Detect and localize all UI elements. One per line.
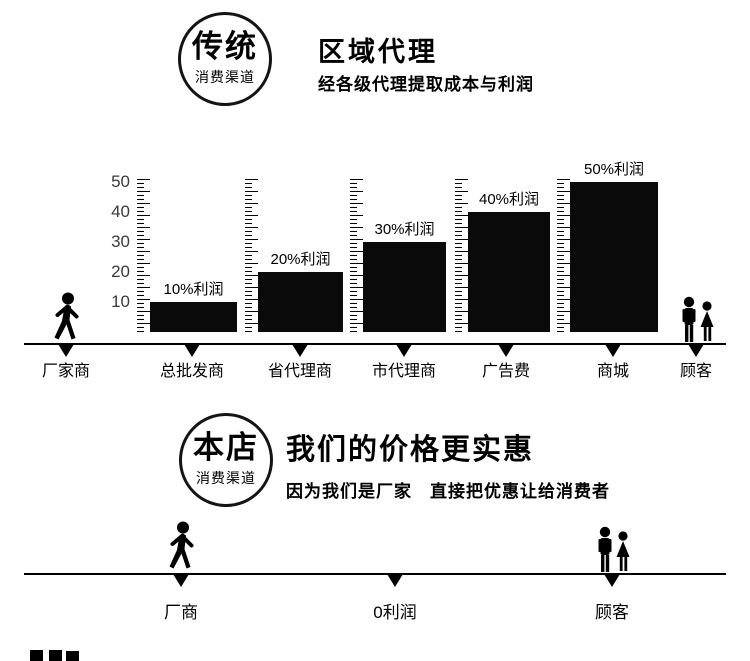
cropped-text-fragment [30,650,43,661]
flow-axis-line [24,573,726,575]
category-label: 厂家商 [41,363,90,380]
category-label: 广告费 [481,363,530,380]
profit-bar [363,242,446,332]
traditional-channel-badge: 传统 消费渠道 [178,12,272,106]
axis-arrow-icon [292,344,308,357]
profit-bar [570,182,658,332]
axis-arrow-icon [498,344,514,357]
axis-arrow-icon [58,344,74,357]
customer-couple-icon [676,296,718,344]
ruler-scale-icon [455,179,468,332]
station-label: 0利润 [373,603,417,622]
y-axis-tick-label: 40 [111,202,130,221]
bar-value-label: 10%利润 [163,281,224,298]
y-axis-tick-label: 30 [111,232,130,251]
section-subtitle-traditional: 经各级代理提取成本与利润 [318,75,534,94]
bar-value-label: 20%利润 [270,251,331,268]
profit-bar [150,302,237,332]
axis-arrow-icon [184,344,200,357]
station-label: 顾客 [595,603,629,622]
our-store-badge: 本店 消费渠道 [179,413,273,507]
axis-arrow-icon [604,574,620,587]
badge-subtitle: 消费渠道 [196,469,256,486]
bar-value-label: 30%利润 [374,221,435,238]
badge-title: 传统 [192,29,258,65]
x-axis-line [24,343,726,345]
ruler-scale-icon [350,179,363,332]
ruler-scale-icon [557,179,570,332]
y-axis-tick-label: 10 [111,292,130,311]
axis-arrow-icon [173,574,189,587]
category-label: 市代理商 [371,363,436,380]
ruler-scale-icon [245,179,258,332]
axis-arrow-icon [605,344,621,357]
bar-value-label: 40%利润 [478,191,540,208]
y-axis-tick-label: 50 [111,172,130,191]
profit-bar [468,212,550,332]
section-title-our-store: 我们的价格更实惠 [286,434,535,466]
bar-value-label: 50%利润 [583,161,645,178]
axis-arrow-icon [396,344,412,357]
badge-title: 本店 [193,430,259,466]
axis-arrow-icon [688,344,704,357]
walking-person-icon [163,521,199,573]
section-subtitle-our-store: 因为我们是厂家 直接把优惠让给消费者 [286,482,610,501]
customer-couple-icon [592,526,634,574]
y-axis-tick-label: 20 [111,262,130,281]
badge-subtitle: 消费渠道 [195,68,255,85]
category-label: 商城 [596,363,629,380]
walking-person-icon [48,292,84,344]
profit-bar [258,272,343,332]
category-label: 顾客 [679,363,712,380]
axis-arrow-icon [387,574,403,587]
section-title-traditional: 区域代理 [318,37,438,67]
ruler-scale-icon [137,179,150,332]
category-label: 省代理商 [267,363,332,380]
category-label: 总批发商 [159,363,224,380]
station-label: 厂商 [164,603,198,622]
